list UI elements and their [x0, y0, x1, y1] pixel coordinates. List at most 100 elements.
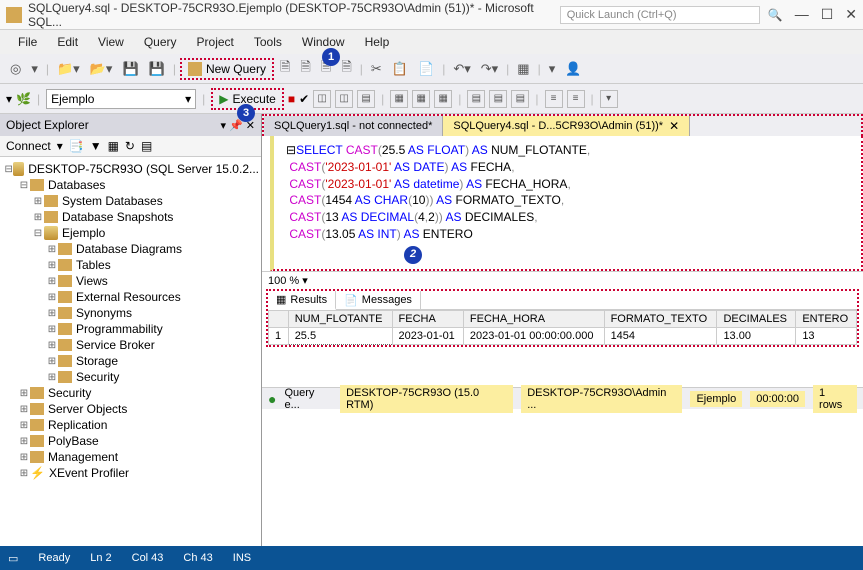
storage-node[interactable]: Storage [76, 354, 118, 368]
oe-tb-1[interactable]: 📑 [69, 139, 84, 153]
stop-icon[interactable]: ■ [288, 92, 295, 106]
tb2-s11[interactable]: ≡ [567, 90, 585, 108]
menu-query[interactable]: Query [134, 33, 187, 51]
menu-bar: File Edit View Query Project Tools Windo… [0, 30, 863, 54]
status-db: Ejemplo [690, 391, 742, 407]
messages-tab[interactable]: 📄 Messages [336, 291, 421, 309]
menu-project[interactable]: Project [187, 33, 244, 51]
main-toolbar: ◎ ▾ | 📁▾ 📂▾ 💾 💾 | New Query 1 🗎 🗎 🗎 🗎 | … [0, 54, 863, 84]
menu-edit[interactable]: Edit [47, 33, 88, 51]
quick-launch-input[interactable]: Quick Launch (Ctrl+Q) [560, 6, 760, 24]
table-row[interactable]: 1 25.5 2023-01-01 2023-01-01 00:00:00.00… [269, 328, 857, 345]
connect-button[interactable]: Connect [6, 139, 51, 153]
col-num-flotante[interactable]: NUM_FLOTANTE [288, 311, 392, 328]
synonyms-node[interactable]: Synonyms [76, 306, 132, 320]
tb-icon-7[interactable]: 👤 [561, 59, 585, 79]
col-entero[interactable]: ENTERO [796, 311, 857, 328]
tb2-s8[interactable]: ▤ [489, 90, 507, 108]
database-combo[interactable]: Ejemplo ▾ [46, 89, 196, 109]
parse-icon[interactable]: ✔ [299, 92, 309, 106]
replication-node[interactable]: Replication [48, 418, 107, 432]
sb-node[interactable]: Service Broker [76, 338, 155, 352]
object-explorer-title: Object Explorer [6, 118, 89, 132]
minimize-button[interactable]: — [795, 6, 809, 23]
new-query-button[interactable]: New Query [180, 58, 274, 80]
menu-tools[interactable]: Tools [244, 33, 292, 51]
sql-editor[interactable]: ⊟SELECT CAST(25.5 AS FLOAT) AS NUM_FLOTA… [270, 136, 863, 271]
tb2-s2[interactable]: ◫ [335, 90, 353, 108]
views-node[interactable]: Views [76, 274, 108, 288]
diagrams-node[interactable]: Database Diagrams [76, 242, 182, 256]
tb2-icon-1[interactable]: ▾ [6, 92, 12, 106]
refresh-icon[interactable]: ↻ [125, 139, 135, 153]
save-all-icon[interactable]: 💾 [145, 59, 169, 79]
menu-window[interactable]: Window [292, 33, 355, 51]
tb2-s7[interactable]: ▤ [467, 90, 485, 108]
col-formato-texto[interactable]: FORMATO_TEXTO [604, 311, 717, 328]
snapshots-node[interactable]: Database Snapshots [62, 210, 173, 224]
ejemplo-node[interactable]: Ejemplo [62, 226, 105, 240]
tb2-s4[interactable]: ▦ [390, 90, 408, 108]
results-grid[interactable]: NUM_FLOTANTE FECHA FECHA_HORA FORMATO_TE… [268, 310, 857, 345]
paste-icon[interactable]: 📄 [414, 59, 438, 79]
menu-help[interactable]: Help [355, 33, 400, 51]
maximize-button[interactable]: ☐ [821, 6, 834, 23]
copy-icon[interactable]: 📋 [388, 59, 412, 79]
undo-icon[interactable]: ↶▾ [449, 59, 474, 79]
tb2-s12[interactable]: ▾ [600, 90, 618, 108]
new-project-icon[interactable]: 📁▾ [53, 59, 84, 79]
open-icon[interactable]: 📂▾ [86, 59, 117, 79]
sysdb-node[interactable]: System Databases [62, 194, 163, 208]
tb2-s10[interactable]: ≡ [545, 90, 563, 108]
tb-icon-4[interactable]: 🗎 [337, 56, 355, 82]
security-inner-node[interactable]: Security [76, 370, 119, 384]
status-col: Col 43 [132, 552, 164, 564]
callout-one: 1 [322, 48, 340, 66]
serverobj-node[interactable]: Server Objects [48, 402, 127, 416]
menu-view[interactable]: View [88, 33, 134, 51]
security-node[interactable]: Security [48, 386, 91, 400]
fwd-icon[interactable]: ▾ [27, 59, 42, 79]
tab-query1-label: SQLQuery1.sql - not connected* [274, 120, 432, 132]
col-fecha-hora[interactable]: FECHA_HORA [463, 311, 604, 328]
col-decimales[interactable]: DECIMALES [717, 311, 796, 328]
tb2-s5[interactable]: ▦ [412, 90, 430, 108]
tb-icon-5[interactable]: ▦ [513, 59, 533, 79]
col-fecha[interactable]: FECHA [392, 311, 463, 328]
databases-node[interactable]: Databases [48, 178, 105, 192]
xevent-node[interactable]: XEvent Profiler [49, 466, 129, 480]
filter-icon[interactable]: ▤ [141, 139, 152, 153]
prog-node[interactable]: Programmability [76, 322, 163, 336]
execute-label: Execute [232, 92, 275, 106]
search-icon[interactable]: 🔍 [768, 8, 783, 22]
oe-tb-3[interactable]: ▦ [108, 139, 119, 153]
zoom-level[interactable]: 100 % ▾ [262, 271, 863, 289]
object-explorer-tree[interactable]: ⊟DESKTOP-75CR93O (SQL Server 15.0.2... ⊟… [0, 157, 261, 546]
tb2-s9[interactable]: ▤ [511, 90, 529, 108]
results-tab[interactable]: ▦ Results [268, 291, 336, 310]
menu-file[interactable]: File [8, 33, 47, 51]
polybase-node[interactable]: PolyBase [48, 434, 99, 448]
tb-icon-1[interactable]: 🗎 [276, 56, 294, 82]
management-node[interactable]: Management [48, 450, 118, 464]
tb-icon-6[interactable]: ▾ [545, 59, 560, 79]
status-ch: Ch 43 [183, 552, 212, 564]
extres-node[interactable]: External Resources [76, 290, 181, 304]
oe-toolbar: Connect ▾ 📑 ▼ ▦ ↻ ▤ [0, 136, 261, 157]
cut-icon[interactable]: ✂ [367, 59, 386, 79]
server-node[interactable]: DESKTOP-75CR93O (SQL Server 15.0.2... [28, 162, 259, 176]
tb2-s6[interactable]: ▦ [434, 90, 452, 108]
close-button[interactable]: ✕ [845, 6, 857, 23]
tab-query1[interactable]: SQLQuery1.sql - not connected* [264, 116, 443, 136]
oe-tb-2[interactable]: ▼ [90, 139, 102, 153]
save-icon[interactable]: 💾 [118, 59, 142, 79]
tb-icon-2[interactable]: 🗎 [296, 56, 314, 82]
tb2-s3[interactable]: ▤ [357, 90, 375, 108]
back-icon[interactable]: ◎ [6, 59, 25, 79]
tables-node[interactable]: Tables [76, 258, 111, 272]
tb2-icon-2[interactable]: 🌿 [16, 92, 31, 106]
redo-icon[interactable]: ↷▾ [477, 59, 502, 79]
tb2-s1[interactable]: ◫ [313, 90, 331, 108]
close-tab-icon[interactable]: ✕ [669, 119, 679, 133]
tab-query4[interactable]: SQLQuery4.sql - D...5CR93O\Admin (51))* … [443, 116, 690, 136]
